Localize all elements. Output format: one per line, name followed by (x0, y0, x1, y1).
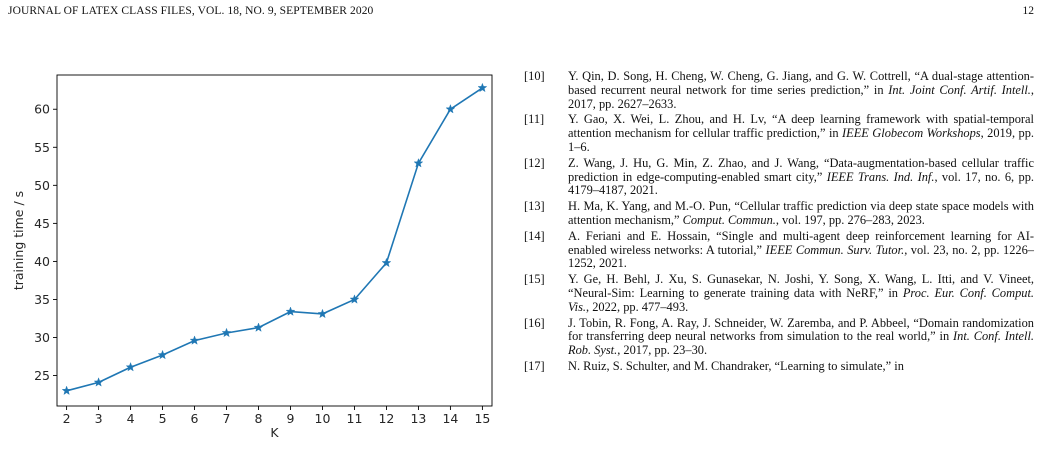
reference-number: [13] (524, 199, 545, 214)
x-tick-label: 5 (159, 411, 167, 426)
reference-item: [12] Z. Wang, J. Hu, G. Min, Z. Zhao, and… (524, 155, 1034, 198)
reference-text: N. Ruiz, S. Schulter, and M. Chandraker,… (568, 358, 904, 373)
reference-text: , 2017, pp. 2627–2633. (568, 82, 1035, 111)
reference-text: J. Tobin, R. Fong, A. Ray, J. Schneider,… (568, 315, 1034, 344)
y-tick-label: 35 (34, 292, 50, 307)
reference-text: Y. Qin, D. Song, H. Cheng, W. Cheng, G. … (568, 69, 1034, 97)
data-point-star (381, 257, 392, 268)
data-point-star (221, 327, 232, 338)
reference-venue: IEEE Trans. Ind. Inf. (826, 169, 935, 184)
reference-venue: IEEE Globecom Workshops (842, 126, 981, 141)
reference-text: , vol. 197, pp. 276–283, 2023. (775, 212, 925, 227)
x-tick-label: 3 (95, 411, 103, 426)
x-tick-label: 14 (442, 411, 458, 426)
data-point-star (349, 294, 360, 304)
page-header: JOURNAL OF LATEX CLASS FILES, VOL. 18, N… (0, 5, 1041, 21)
data-point-star (93, 377, 104, 387)
reference-list: [10] Y. Qin, D. Song, H. Cheng, W. Cheng,… (524, 69, 1035, 376)
data-point-star (253, 322, 264, 332)
x-tick-label: 8 (255, 411, 263, 426)
reference-venue: Int. Joint Conf. Artif. Intell. (888, 82, 1031, 97)
y-tick-label: 45 (34, 216, 50, 231)
reference-venue: IEEE Commun. Surv. Tutor. (765, 242, 905, 257)
reference-number: [10] (524, 69, 545, 83)
x-tick-label: 2 (63, 411, 71, 426)
reference-text: Z. Wang, J. Hu, G. Min, Z. Zhao, and J. … (568, 155, 1034, 184)
reference-text: H. Ma, K. Yang, and M.-O. Pun, “Cellular… (568, 199, 1034, 227)
data-point-star (125, 362, 136, 372)
x-tick-label: 13 (410, 411, 426, 426)
y-tick-label: 55 (34, 140, 50, 155)
reference-item: [11] Y. Gao, X. Wei, L. Zhou, and H. Lv, … (524, 113, 1034, 154)
reference-item: [17] N. Ruiz, S. Schulter, and M. Chandra… (524, 358, 1034, 374)
page-number: 12 (1022, 5, 1035, 17)
reference-number: [16] (524, 315, 545, 330)
data-point-star (317, 308, 328, 319)
reference-item: [10] Y. Qin, D. Song, H. Cheng, W. Cheng,… (524, 69, 1035, 111)
reference-venue: Int. Conf. Intell. Rob. Syst. (568, 329, 1035, 358)
y-tick-label: 40 (34, 254, 50, 269)
reference-number: [11] (524, 112, 545, 127)
series-line (66, 87, 483, 392)
reference-item: [16] J. Tobin, R. Fong, A. Ray, J. Schnei… (524, 315, 1035, 358)
reference-venue: Proc. Eur. Conf. Comput. Vis. (568, 285, 1035, 314)
data-point-star (477, 82, 488, 93)
reference-number: [14] (524, 228, 545, 243)
reference-text: , 2017, pp. 23–30. (617, 343, 708, 358)
y-tick-label: 50 (34, 178, 50, 193)
journal-header: JOURNAL OF LATEX CLASS FILES, VOL. 18, N… (8, 5, 374, 17)
reference-text: , 2019, pp. 1–6. (568, 126, 1034, 154)
y-tick-label: 25 (34, 368, 50, 383)
x-tick-label: 10 (315, 411, 331, 426)
data-point-star (413, 158, 424, 168)
x-axis-label: K (270, 425, 279, 440)
reference-item: [15] Y. Ge, H. Behl, J. Xu, S. Gunasekar,… (524, 272, 1035, 314)
data-point-star (189, 335, 200, 345)
x-tick-label: 15 (474, 411, 490, 426)
data-point-star (61, 385, 72, 395)
reference-text: , vol. 23, no. 2, pp. 1226–1252, 2021. (568, 242, 1034, 271)
reference-venue: Comput. Commun. (682, 212, 776, 227)
x-tick-label: 4 (127, 411, 135, 426)
plot-frame (56, 74, 493, 407)
y-tick-label: 30 (34, 330, 50, 345)
reference-number: [17] (524, 358, 545, 373)
x-tick-label: 11 (347, 411, 363, 426)
x-tick-label: 7 (223, 411, 231, 426)
x-tick-label: 9 (287, 411, 295, 426)
training-time-chart: 2 3 4 5 6 7 8 9 10 11 12 13 14 152530354045505560Ktra… (11, 74, 493, 440)
reference-text: Y. Ge, H. Behl, J. Xu, S. Gunasekar, N. … (568, 272, 1034, 300)
data-point-star (285, 306, 296, 316)
reference-text: Y. Gao, X. Wei, L. Zhou, and H. Lv, “A d… (568, 112, 1034, 141)
y-tick-label: 60 (34, 102, 50, 117)
reference-item: [14] A. Feriani and E. Hossain, “Single a… (524, 228, 1034, 271)
x-tick-label: 6 (191, 411, 199, 426)
reference-number: [15] (524, 272, 545, 287)
reference-text: A. Feriani and E. Hossain, “Single and m… (568, 228, 1034, 257)
y-axis-label: training time / s (11, 191, 26, 290)
reference-item: [13] H. Ma, K. Yang, and M.-O. Pun, “Cell… (524, 199, 1034, 228)
reference-number: [12] (524, 155, 545, 170)
reference-text: , 2022, pp. 477–493. (586, 299, 689, 314)
reference-text: , vol. 17, no. 6, pp. 4179–4187, 2021. (568, 169, 1034, 198)
data-point-star (157, 349, 168, 360)
x-tick-label: 12 (378, 411, 394, 426)
data-point-star (445, 104, 456, 114)
